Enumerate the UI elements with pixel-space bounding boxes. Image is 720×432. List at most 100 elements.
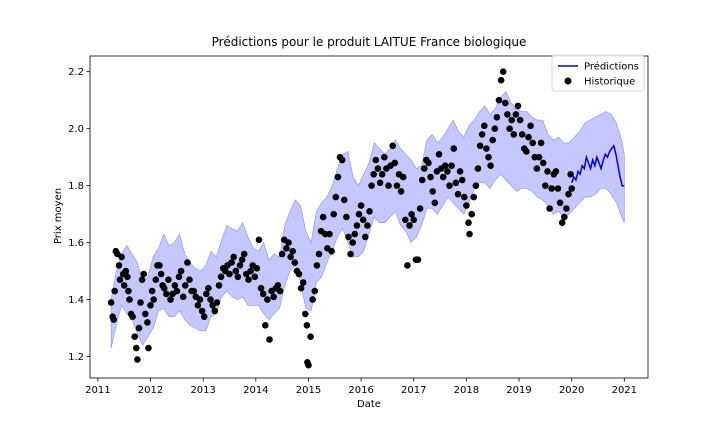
y-tick-label: 2.2: [68, 67, 84, 78]
history-point: [474, 165, 482, 172]
history-point: [287, 253, 294, 261]
history-point: [285, 239, 292, 246]
history-point: [203, 290, 210, 298]
history-point: [542, 182, 549, 189]
y-tick-label: 1.6: [68, 238, 84, 249]
history-point: [487, 162, 494, 169]
history-point: [177, 267, 185, 275]
history-point: [425, 159, 432, 167]
history-point: [303, 322, 311, 329]
history-point: [276, 287, 284, 295]
history-point: [495, 96, 503, 104]
history-point: [368, 182, 375, 189]
history-point: [232, 267, 240, 275]
history-point: [416, 205, 424, 212]
history-point: [539, 159, 547, 167]
x-tick-label: 2021: [612, 385, 637, 396]
history-point: [343, 213, 350, 221]
history-point: [452, 179, 460, 187]
history-point: [147, 302, 154, 309]
history-point: [332, 193, 340, 201]
history-point: [163, 290, 170, 298]
history-point: [253, 265, 261, 272]
history-point: [299, 279, 307, 286]
legend: Prédictions Historique: [551, 54, 645, 92]
history-point: [399, 173, 407, 181]
y-tick-label: 1.2: [68, 352, 84, 363]
history-point: [134, 356, 141, 363]
history-point: [259, 290, 267, 298]
history-point: [552, 168, 560, 175]
history-point: [142, 310, 149, 318]
history-point: [366, 208, 373, 215]
history-point: [302, 310, 309, 318]
history-point: [137, 299, 144, 306]
history-point: [334, 173, 342, 181]
history-point: [406, 222, 413, 229]
history-point: [194, 302, 202, 309]
history-point: [533, 165, 541, 172]
history-point: [527, 122, 534, 130]
history-point: [470, 193, 478, 201]
history-point: [535, 153, 543, 161]
x-tick-label: 2011: [85, 385, 110, 396]
history-point: [364, 222, 371, 229]
history-point: [512, 111, 520, 118]
history-point: [175, 273, 183, 281]
history-point: [179, 293, 187, 301]
history-point: [497, 76, 505, 84]
history-point: [563, 205, 570, 212]
history-point: [226, 270, 233, 278]
history-point: [283, 245, 290, 252]
uncertainty-band-layer: [110, 91, 625, 349]
legend-history-swatch: [564, 77, 572, 85]
prediction-line: [570, 144, 625, 187]
history-point: [518, 131, 526, 138]
history-point: [461, 193, 468, 201]
y-tick-label: 1.8: [68, 181, 84, 192]
x-axis-label: Date: [357, 399, 381, 410]
history-point: [374, 165, 382, 172]
history-point: [217, 273, 225, 281]
history-point: [247, 267, 254, 275]
plot-area: [107, 68, 625, 369]
history-point: [230, 253, 237, 261]
history-point: [135, 324, 143, 332]
history-point: [116, 276, 124, 284]
history-point: [264, 296, 271, 303]
history-point: [124, 273, 131, 281]
prediction-line-layer: [570, 144, 625, 187]
history-point: [205, 284, 212, 292]
history-point: [355, 210, 363, 218]
history-point: [478, 131, 486, 138]
history-point: [546, 205, 553, 212]
history-point: [504, 111, 511, 118]
x-tick-label: 2014: [243, 385, 268, 396]
uncertainty-band: [110, 91, 625, 349]
history-point: [370, 171, 378, 178]
history-point: [122, 267, 130, 275]
history-point: [295, 270, 303, 278]
history-point: [506, 125, 513, 132]
history-point: [491, 125, 499, 132]
history-point: [548, 185, 555, 192]
history-point: [171, 282, 179, 289]
chart-title: Prédictions pour le produit LAITUE Franc…: [212, 35, 527, 49]
history-point: [397, 188, 405, 195]
history-point: [182, 282, 189, 289]
history-point: [353, 222, 361, 229]
history-point: [481, 122, 488, 130]
history-point: [307, 333, 314, 341]
history-point: [357, 202, 365, 209]
history-point: [326, 230, 333, 238]
history-point: [421, 165, 428, 172]
history-point: [289, 247, 297, 255]
history-point: [319, 213, 327, 221]
x-tick-label: 2013: [190, 385, 215, 396]
history-point: [118, 253, 125, 261]
x-tick-label: 2018: [454, 385, 479, 396]
history-point: [359, 216, 367, 224]
history-point: [207, 296, 214, 303]
history-point: [448, 162, 455, 169]
